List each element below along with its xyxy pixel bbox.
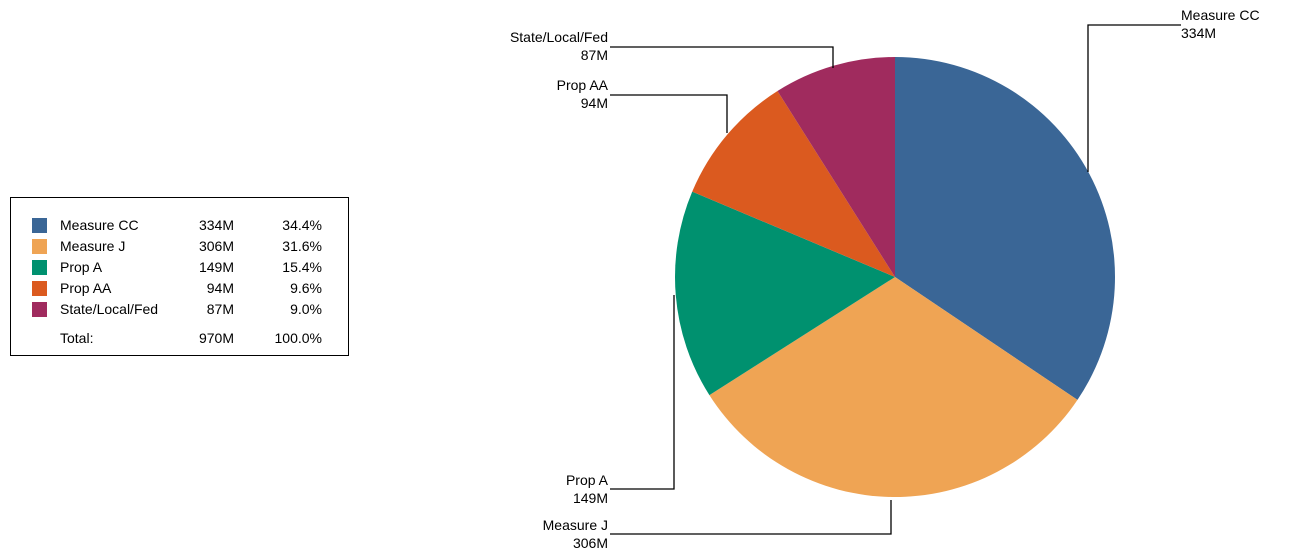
pie-slice-prop-aa [692,91,895,278]
callout-label-state-local-fed: State/Local/Fed [510,29,608,45]
callout-label-measure-cc: Measure CC [1181,7,1260,23]
callout-value-measure-cc: 334M [1181,25,1216,41]
legend-value: 149M [198,259,234,275]
callout-line-measure-cc [1087,24,1181,172]
pie-slice-state-local-fed [777,57,895,277]
pie-callouts: Measure CC 334M Measure J 306M Prop A 149M Pro… [510,7,1260,551]
legend-percent: 9.0% [290,301,322,317]
pie-slice-prop-a [675,191,895,396]
legend-value: 94M [206,280,234,296]
legend-label: Measure J [60,238,126,254]
pie-slice-measure-cc [895,57,1116,400]
pie-slice-measure-j [709,277,1078,498]
callout-label-measure-j: Measure J [543,517,608,533]
legend-value: 306M [198,238,234,254]
legend-label: Prop AA [60,280,112,296]
callout-line-prop-aa [610,94,728,133]
legend-label: State/Local/Fed [60,301,159,317]
legend-row-state-local-fed: State/Local/Fed 87M 9.0% [11,299,348,319]
legend-row-prop-a: Prop A 149M 15.4% [11,257,348,277]
callout-value-state-local-fed: 87M [581,47,608,63]
callout-value-prop-a: 149M [573,490,608,506]
legend-swatch-measure-j [32,239,47,254]
pie-slices [675,57,1116,498]
legend-row-measure-cc: Measure CC 334M 34.4% [11,215,348,235]
legend-percent: 15.4% [282,259,322,275]
callout-label-prop-a: Prop A [566,472,609,488]
legend-value: 334M [198,217,234,233]
legend-swatch-state-local-fed [32,302,47,317]
legend-total-value: 970M [198,330,234,346]
callout-value-prop-aa: 94M [581,95,608,111]
legend-value: 87M [206,301,234,317]
legend-percent: 9.6% [290,280,322,296]
legend-swatch-prop-a [32,260,47,275]
callout-line-measure-j [610,500,892,535]
legend-label: Prop A [60,259,103,275]
callout-line-prop-a [610,295,675,490]
legend-label: Measure CC [60,217,139,233]
callout-line-state-local-fed [610,46,834,68]
legend-row-measure-j: Measure J 306M 31.6% [11,236,348,256]
legend-percent: 34.4% [282,217,322,233]
legend-swatch-measure-cc [32,218,47,233]
legend-total-label: Total: [60,330,94,346]
callout-label-prop-aa: Prop AA [557,77,609,93]
legend-percent: 31.6% [282,238,322,254]
legend-total-percent: 100.0% [274,330,322,346]
legend-row-prop-aa: Prop AA 94M 9.6% [11,278,348,298]
callout-value-measure-j: 306M [573,535,608,551]
legend-row-total: Total: 970M 100.0% [11,328,348,348]
chart-legend: Measure CC 334M 34.4% Measure J 306M 31.… [10,197,349,356]
legend-swatch-prop-aa [32,281,47,296]
